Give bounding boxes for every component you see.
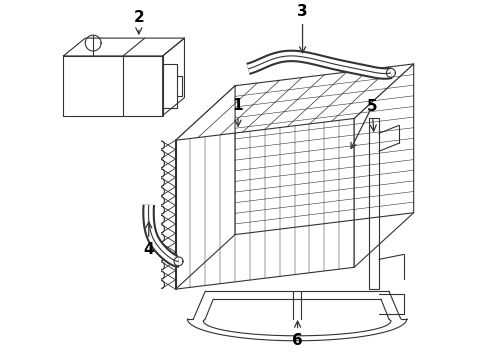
Text: 4: 4 xyxy=(144,222,154,257)
Text: 5: 5 xyxy=(367,99,377,131)
Text: 3: 3 xyxy=(297,4,308,53)
Text: 2: 2 xyxy=(133,10,144,34)
Text: 1: 1 xyxy=(233,98,244,126)
Text: 6: 6 xyxy=(292,321,303,348)
